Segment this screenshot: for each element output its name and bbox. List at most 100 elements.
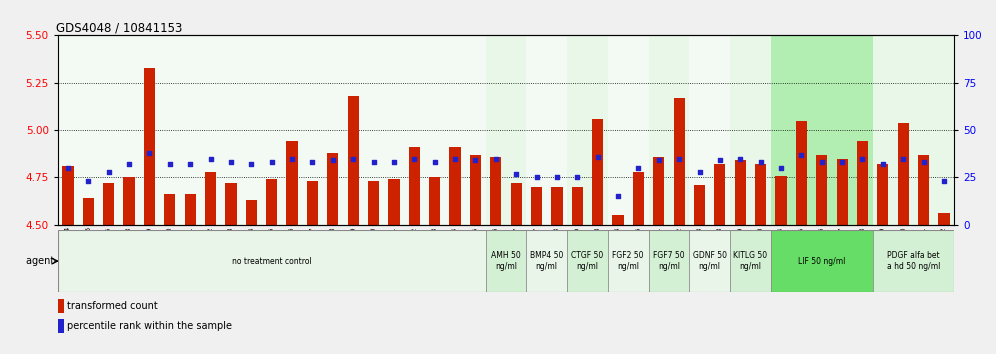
Bar (632, 172, 644, 225)
Text: KITLG 50
ng/ml: KITLG 50 ng/ml (733, 251, 768, 271)
Point (650, 158, 666, 163)
Bar (673, 98, 684, 225)
Bar (735, 160, 746, 225)
Text: GDS4048 / 10841153: GDS4048 / 10841153 (56, 21, 182, 34)
Bar (776, 176, 787, 225)
Bar (58, 35, 486, 225)
Bar (730, 230, 771, 292)
Point (794, 152, 810, 158)
Point (915, 159, 931, 165)
Bar (486, 35, 526, 225)
Point (691, 169, 707, 175)
Bar (184, 194, 196, 225)
Point (325, 158, 341, 163)
Point (406, 156, 422, 161)
Bar (526, 35, 567, 225)
Bar (63, 166, 74, 225)
Bar (689, 230, 730, 292)
Point (529, 175, 545, 180)
Bar (918, 155, 929, 225)
Text: percentile rank within the sample: percentile rank within the sample (67, 321, 232, 331)
Text: agent: agent (26, 256, 58, 266)
Point (60, 165, 76, 171)
Point (386, 159, 402, 165)
Point (101, 169, 117, 175)
Bar (694, 185, 705, 225)
Point (447, 156, 463, 161)
Bar (877, 164, 888, 225)
Bar (368, 181, 379, 225)
Text: transformed count: transformed count (67, 302, 157, 312)
Bar (938, 213, 949, 225)
Bar (592, 119, 604, 225)
Bar (648, 230, 689, 292)
Bar (796, 121, 807, 225)
Point (610, 194, 626, 199)
Bar (348, 96, 359, 225)
Point (488, 156, 504, 161)
Bar (124, 177, 134, 225)
Bar (58, 230, 486, 292)
Bar (58, 299, 64, 313)
Bar (164, 194, 175, 225)
Text: LIF 50 ng/ml: LIF 50 ng/ml (798, 257, 846, 266)
Point (223, 159, 239, 165)
Bar (143, 68, 155, 225)
Bar (328, 153, 339, 225)
Bar (816, 155, 828, 225)
Point (305, 159, 321, 165)
Point (895, 156, 911, 161)
Bar (572, 187, 583, 225)
Bar (714, 164, 725, 225)
Point (874, 161, 890, 167)
Point (426, 159, 442, 165)
Bar (486, 230, 526, 292)
Point (467, 158, 483, 163)
Point (366, 159, 381, 165)
Text: AMH 50
ng/ml: AMH 50 ng/ml (491, 251, 521, 271)
Point (182, 161, 198, 167)
Point (590, 154, 606, 159)
Point (712, 158, 728, 163)
Point (936, 178, 952, 184)
Bar (771, 230, 872, 292)
Bar (689, 35, 730, 225)
Point (753, 159, 769, 165)
Bar (408, 147, 420, 225)
Text: GDNF 50
ng/ml: GDNF 50 ng/ml (692, 251, 727, 271)
Bar (429, 177, 440, 225)
Bar (490, 156, 501, 225)
Bar (613, 215, 623, 225)
Text: BMP4 50
ng/ml: BMP4 50 ng/ml (530, 251, 564, 271)
Bar (755, 164, 766, 225)
Bar (897, 122, 908, 225)
Point (508, 171, 524, 177)
Point (284, 156, 300, 161)
Bar (511, 183, 522, 225)
Bar (449, 147, 460, 225)
Bar (205, 172, 216, 225)
Text: PDGF alfa bet
a hd 50 ng/ml: PDGF alfa bet a hd 50 ng/ml (886, 251, 940, 271)
Bar (307, 181, 318, 225)
Bar (608, 230, 648, 292)
Bar (58, 319, 64, 333)
Bar (266, 179, 277, 225)
Point (161, 161, 178, 167)
Text: no treatment control: no treatment control (232, 257, 312, 266)
Bar (287, 142, 298, 225)
Text: FGF7 50
ng/ml: FGF7 50 ng/ml (653, 251, 685, 271)
Point (81, 178, 97, 184)
Point (141, 150, 157, 156)
Point (835, 159, 851, 165)
Bar (653, 156, 664, 225)
Point (243, 161, 259, 167)
Bar (470, 155, 481, 225)
Bar (567, 230, 608, 292)
Text: FGF2 50
ng/ml: FGF2 50 ng/ml (613, 251, 644, 271)
Bar (730, 35, 771, 225)
Text: CTGF 50
ng/ml: CTGF 50 ng/ml (572, 251, 604, 271)
Point (630, 165, 646, 171)
Bar (552, 187, 563, 225)
Point (202, 156, 218, 161)
Bar (771, 35, 872, 225)
